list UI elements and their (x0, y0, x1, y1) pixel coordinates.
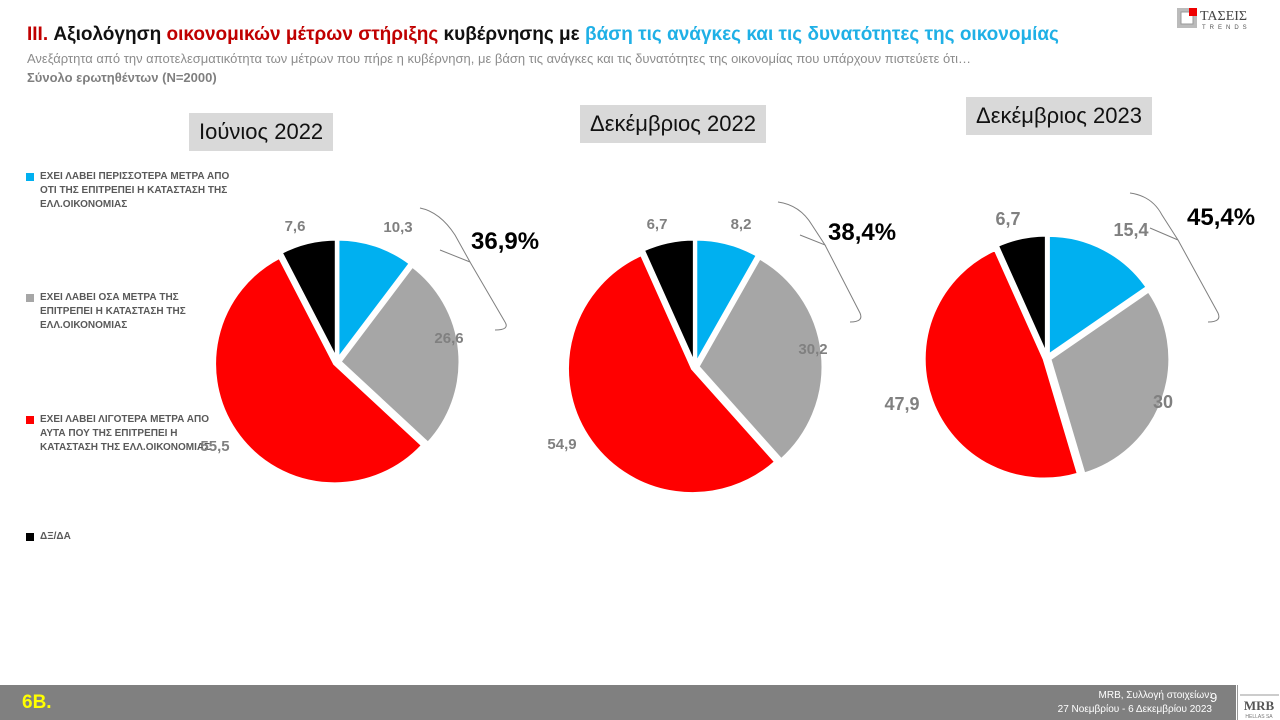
source-note: MRB, Συλλογή στοιχείων: 27 Νοεμβρίου - 6 … (1058, 689, 1212, 717)
pie-2-label-same: 30,2 (798, 341, 827, 358)
svg-text:MRB: MRB (1244, 698, 1275, 713)
footer-bar (0, 685, 1236, 720)
section-number: III. (27, 24, 49, 45)
legend-label: ΕΧΕΙ ΛΑΒΕΙ ΠΕΡΙΣΣΟΤΕΡΑ ΜΕΤΡΑ ΑΠΟ ΟΤΙ ΤΗΣ… (40, 171, 230, 210)
pie-3-slice-less (922, 247, 1081, 481)
page-title: III. Αξιολόγηση οικονομικών μέτρων στήρι… (27, 24, 1059, 46)
pie-2-slice-less (566, 252, 778, 496)
sample-base: Σύνολο ερωτηθέντων (N=2000) (27, 70, 217, 85)
legend-label: ΔΞ/ΔΑ (40, 531, 71, 542)
mrb-logo: MRB HELLAS SA (1237, 685, 1280, 720)
tasis-trends-logo: ΤΑΣΕΙΣ TRENDS (1177, 8, 1251, 30)
title-part: οικονομικών μέτρων στήριξης (166, 24, 439, 45)
bracket-total-2: 38,4% (828, 219, 897, 246)
pie-1-slice-dk (279, 237, 338, 360)
pie-1-label-dk: 7,6 (285, 218, 306, 235)
pie-3-label-less: 47,9 (884, 394, 919, 414)
svg-text:ΤΑΣΕΙΣ: ΤΑΣΕΙΣ (1200, 9, 1247, 24)
pie-3-label-dk: 6,7 (995, 209, 1020, 229)
pie-3-label-same: 30 (1153, 392, 1173, 412)
pie-title-1: Ιούνιος 2022 (189, 113, 334, 151)
legend-item-dk: ΔΞ/ΔΑ (26, 530, 230, 544)
source-line: 27 Νοεμβρίου - 6 Δεκεμβρίου 2023 (1057, 704, 1212, 715)
pie-1-label-less: 55,5 (200, 438, 229, 455)
bracket-total-3: 45,4% (1187, 204, 1256, 231)
pie-3-slice-same (1048, 288, 1172, 476)
source-line: MRB, Συλλογή στοιχείων: (1098, 690, 1212, 701)
pie-2-slice-same (696, 255, 825, 463)
title-part: Αξιολόγηση (53, 24, 167, 45)
pie-2-label-dk: 6,7 (647, 216, 668, 233)
legend-swatch (26, 416, 34, 424)
legend-swatch (26, 533, 34, 541)
legend-item-less: ΕΧΕΙ ΛΑΒΕΙ ΛΙΓΟΤΕΡΑ ΜΕΤΡΑ ΑΠΟ ΑΥΤΑ ΠΟΥ Τ… (26, 413, 230, 455)
page-number: 9 (1210, 690, 1218, 705)
pie-1-label-more: 10,3 (383, 219, 412, 236)
legend-item-same: ΕΧΕΙ ΛΑΒΕΙ ΟΣΑ ΜΕΤΡΑ ΤΗΣ ΕΠΙΤΡΕΠΕΙ Η ΚΑΤ… (26, 291, 230, 333)
pie-2-slice-dk (641, 237, 696, 365)
legend-item-more: ΕΧΕΙ ΛΑΒΕΙ ΠΕΡΙΣΣΟΤΕΡΑ ΜΕΤΡΑ ΑΠΟ ΟΤΙ ΤΗΣ… (26, 170, 230, 212)
pie-1-slice-more (336, 237, 413, 364)
pie-2-label-more: 8,2 (731, 216, 752, 233)
legend-swatch (26, 294, 34, 302)
pie-2-bracket (777, 201, 862, 323)
svg-text:HELLAS SA: HELLAS SA (1245, 714, 1273, 720)
pie-3-bracket (1129, 192, 1220, 323)
svg-text:TRENDS: TRENDS (1202, 25, 1251, 30)
pie-1-label-same: 26,6 (434, 330, 463, 347)
subtitle: Ανεξάρτητα από την αποτελεσματικότητα τω… (27, 51, 972, 66)
bracket-total-1: 36,9% (471, 228, 540, 255)
pie-1-bracket (419, 207, 507, 331)
slide-code: 6B. (22, 692, 52, 713)
legend-label: ΕΧΕΙ ΛΑΒΕΙ ΛΙΓΟΤΕΡΑ ΜΕΤΡΑ ΑΠΟ ΑΥΤΑ ΠΟΥ Τ… (40, 414, 211, 453)
title-part: κυβέρνησης με (438, 24, 585, 45)
pie-2-label-less: 54,9 (547, 436, 576, 453)
pie-title-3: Δεκέμβριος 2023 (966, 97, 1152, 135)
title-part: βάση τις ανάγκες και τις δυνατότητες της… (584, 24, 1059, 45)
legend-swatch (26, 173, 34, 181)
legend-label: ΕΧΕΙ ΛΑΒΕΙ ΟΣΑ ΜΕΤΡΑ ΤΗΣ ΕΠΙΤΡΕΠΕΙ Η ΚΑΤ… (40, 292, 186, 331)
pie-3-slice-dk (995, 233, 1048, 356)
pie-3-label-more: 15,4 (1113, 220, 1148, 240)
pie-1-slice-same (337, 263, 462, 446)
pie-3-slice-more (1046, 233, 1150, 359)
pie-1-slice-less (213, 255, 425, 486)
pie-title-2: Δεκέμβριος 2022 (580, 105, 766, 143)
